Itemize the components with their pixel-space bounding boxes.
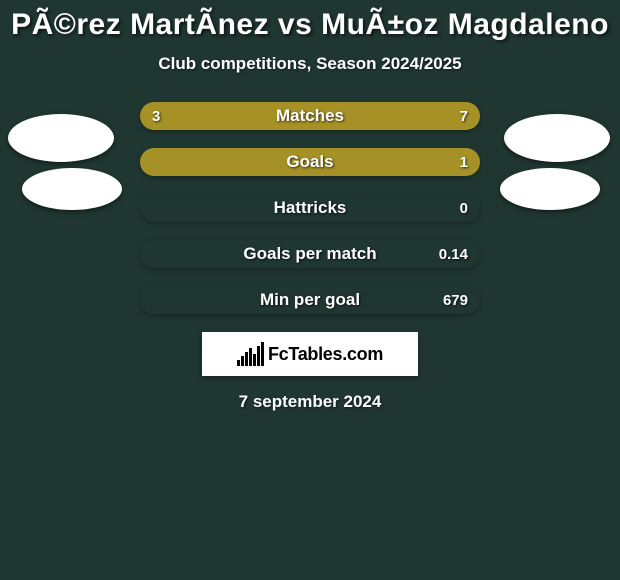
bar-wrap (140, 286, 480, 314)
avatar-left-1 (8, 114, 114, 162)
subtitle: Club competitions, Season 2024/2025 (0, 54, 620, 74)
date-text: 7 september 2024 (0, 392, 620, 412)
avatar-right-1 (504, 114, 610, 162)
bar-wrap (140, 194, 480, 222)
bar-left (140, 102, 242, 130)
comparison-row: Min per goal679 (140, 286, 480, 314)
bar-right (242, 102, 480, 130)
page-title: PÃ©rez MartÃ­nez vs MuÃ±oz Magdaleno (0, 0, 620, 42)
comparison-row: Matches37 (140, 102, 480, 130)
avatar-left-2 (22, 168, 122, 210)
bar-wrap (140, 148, 480, 176)
comparison-row: Hattricks0 (140, 194, 480, 222)
bar-right (140, 148, 480, 176)
comparison-row: Goals per match0.14 (140, 240, 480, 268)
bar-wrap (140, 240, 480, 268)
logo-text: FcTables.com (268, 344, 383, 365)
comparison-row: Goals1 (140, 148, 480, 176)
logo-bars-icon (237, 342, 264, 366)
avatar-right-2 (500, 168, 600, 210)
fctables-logo[interactable]: FcTables.com (202, 332, 418, 376)
bar-wrap (140, 102, 480, 130)
